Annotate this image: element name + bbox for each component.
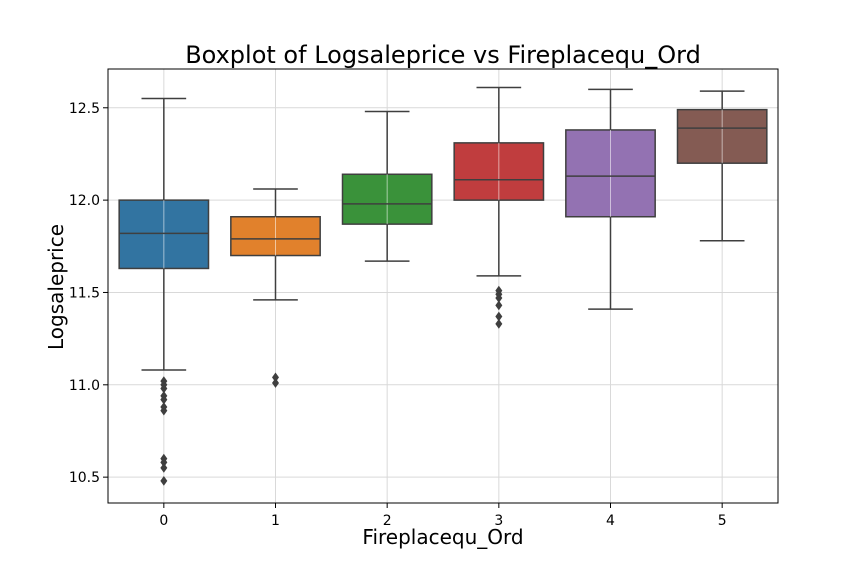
y-tick-label: 11.0 — [69, 378, 100, 394]
outlier-point — [160, 383, 168, 394]
outlier-point — [160, 463, 168, 473]
x-tick-label: 3 — [494, 513, 503, 529]
outlier-point — [160, 475, 168, 486]
outlier-point — [495, 300, 503, 311]
y-axis-label: Logsaleprice — [44, 224, 68, 350]
box-group-3 — [453, 86, 545, 329]
plot-frame — [107, 68, 779, 504]
outlier-point — [495, 311, 503, 322]
x-tick-label: 4 — [606, 513, 615, 529]
outlier-point — [495, 293, 503, 303]
x-tick-label: 5 — [718, 513, 727, 529]
box-group-0 — [118, 97, 210, 486]
boxes-layer — [118, 86, 768, 486]
y-tick-label: 10.5 — [69, 470, 100, 486]
outlier-point — [160, 457, 168, 468]
x-axis-label: Fireplacequ_Ord — [362, 525, 523, 549]
chart-title: Boxplot of Logsaleprice vs Fireplacequ_O… — [185, 41, 701, 69]
outlier-point — [160, 405, 168, 416]
box-group-4 — [565, 88, 656, 310]
box-group-1 — [230, 188, 321, 388]
y-tick-label: 12.5 — [69, 101, 100, 117]
y-tick-label: 12.0 — [69, 193, 100, 209]
x-tick-label: 2 — [383, 513, 392, 529]
outlier-point — [272, 378, 279, 388]
x-tick-label: 1 — [271, 513, 280, 529]
outlier-point — [495, 318, 503, 329]
outlier-point — [272, 372, 279, 383]
box-group-2 — [341, 110, 433, 262]
x-axis-ticks: 0 1 2 3 4 5 — [159, 503, 727, 529]
y-tick-label: 11.5 — [69, 285, 100, 301]
box-group-5 — [676, 90, 768, 242]
y-axis-ticks: 10.5 11.0 11.5 12.0 12.5 — [69, 101, 108, 486]
outlier-point — [160, 394, 168, 405]
x-tick-label: 0 — [159, 513, 168, 529]
